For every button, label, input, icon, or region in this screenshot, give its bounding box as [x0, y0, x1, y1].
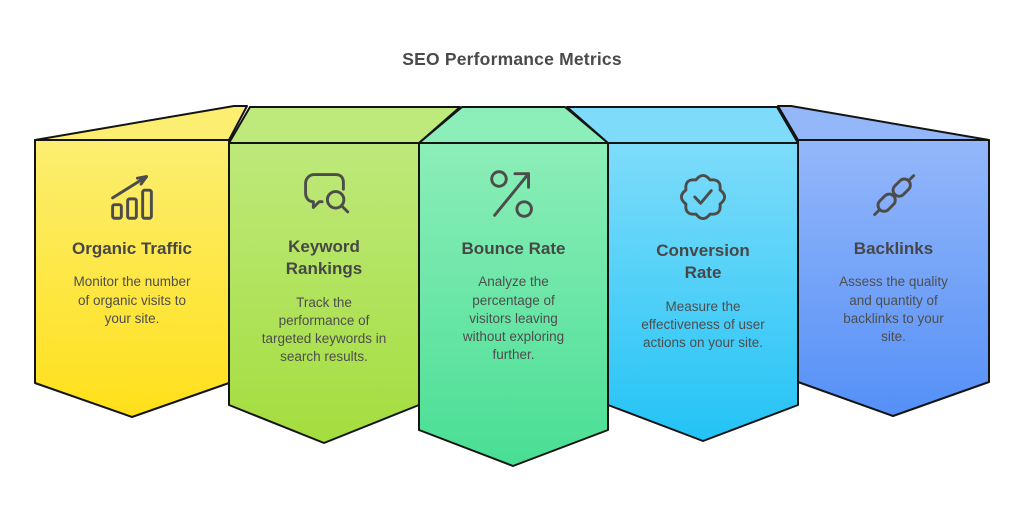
banner-description: Track the performance of targeted keywor… [261, 294, 387, 365]
banner-top-fold [777, 105, 990, 141]
banner-top-fold [566, 106, 799, 144]
page-title: SEO Performance Metrics [402, 49, 622, 69]
banner-pennant [228, 142, 420, 444]
banner-description: Monitor the number of organic visits to … [73, 274, 191, 326]
banner-pennant [34, 139, 230, 418]
banner-shape-keyword-rankings [228, 106, 461, 444]
badge-check-icon [679, 173, 727, 221]
speech-bubble-search-icon [304, 173, 350, 214]
banner-pennant [797, 139, 990, 417]
banner-shape-organic-traffic [34, 105, 248, 418]
banner-top-fold [34, 105, 248, 141]
banner-description: Analyze the percentage of visitors leavi… [462, 274, 565, 362]
banner-organic-traffic: Organic Traffic Monitor the number of or… [35, 164, 229, 328]
banner-title: Keyword Rankings [285, 237, 363, 279]
banner-shape-backlinks [777, 105, 990, 417]
bar-chart-growth-icon [111, 175, 153, 220]
banner-shape-conversion-rate [566, 106, 799, 442]
banner-backlinks: Backlinks Assess the quality and quantit… [798, 164, 989, 346]
banner-title: Backlinks [853, 239, 934, 258]
banner-title: Bounce Rate [461, 239, 566, 258]
banner-title: Organic Traffic [72, 239, 192, 258]
banner-shape-bounce-rate [418, 106, 609, 467]
banner-conversion-rate: Conversion Rate Measure the effectivenes… [608, 166, 798, 352]
percent-arrow-icon [489, 170, 533, 218]
banner-pennant [607, 142, 799, 442]
banner-description: Assess the quality and quantity of backl… [839, 274, 948, 344]
banner-pennant [418, 142, 609, 467]
chain-links-icon [872, 174, 915, 217]
banner-keyword-rankings: Keyword Rankings Track the performance o… [229, 162, 419, 366]
banner-description: Measure the effectiveness of user action… [641, 298, 765, 351]
banner-bounce-rate: Bounce Rate Analyze the percentage of vi… [419, 164, 608, 364]
banner-title: Conversion Rate [656, 241, 750, 283]
